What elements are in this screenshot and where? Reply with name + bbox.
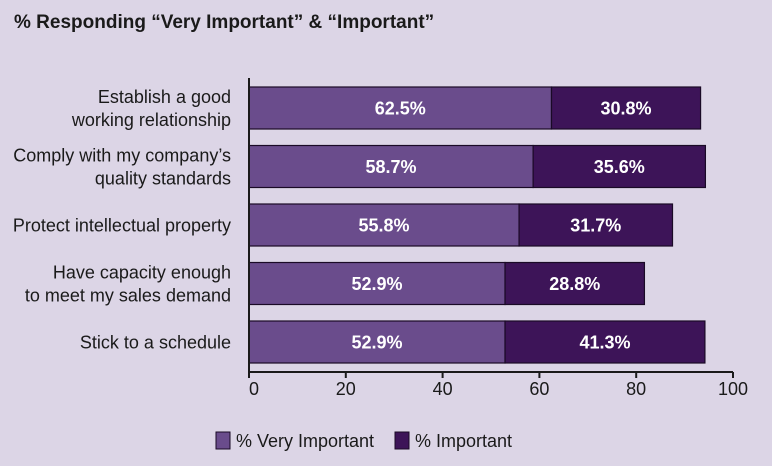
category-label-4-line-0: Stick to a schedule	[80, 333, 231, 353]
category-label-2-line-0: Protect intellectual property	[13, 216, 231, 236]
category-label-1-line-0: Comply with my company’s	[13, 146, 231, 166]
bar-very-important-2	[248, 203, 520, 247]
x-tick-label-3: 60	[529, 379, 549, 399]
x-tick-label-1: 20	[336, 379, 356, 399]
legend-swatch-very-important	[215, 431, 231, 450]
legend-swatch-important	[394, 431, 410, 450]
x-tick-label-5: 100	[718, 379, 748, 399]
data-label-important-3: 28.8%	[549, 274, 600, 294]
bar-very-important-1	[248, 144, 534, 189]
category-label-0-line-1: working relationship	[71, 110, 231, 130]
x-tick-label-2: 40	[433, 379, 453, 399]
data-label-very-important-3: 52.9%	[351, 274, 402, 294]
data-label-important-2: 31.7%	[570, 216, 621, 236]
plot-area: 62.5% 30.8% Establish a good working relati…	[13, 78, 748, 399]
bar-important-4	[504, 320, 706, 364]
legend: % Very Important % Important	[215, 431, 512, 451]
data-label-important-4: 41.3%	[579, 333, 630, 353]
data-label-very-important-2: 55.8%	[359, 216, 410, 236]
category-label-3-line-0: Have capacity enough	[53, 263, 231, 283]
category-label-1-line-1: quality standards	[95, 169, 231, 189]
data-label-very-important-4: 52.9%	[351, 333, 402, 353]
bar-important-0	[550, 86, 702, 130]
category-label-0-line-0: Establish a good	[98, 87, 231, 107]
legend-label-very-important: % Very Important	[236, 431, 374, 451]
data-label-very-important-0: 62.5%	[375, 99, 426, 119]
bar-important-2	[518, 203, 674, 247]
bar-important-1	[532, 144, 707, 189]
data-label-very-important-1: 58.7%	[366, 157, 417, 177]
bar-very-important-3	[248, 261, 506, 306]
data-label-important-0: 30.8%	[601, 99, 652, 119]
chart-title: % Responding “Very Important” & “Importa…	[14, 12, 434, 33]
x-tick-label-0: 0	[249, 379, 259, 399]
legend-label-important: % Important	[415, 431, 512, 451]
bar-very-important-0	[248, 86, 553, 130]
category-label-3-line-1: to meet my sales demand	[25, 286, 231, 306]
bar-important-3	[504, 261, 646, 306]
x-tick-label-4: 80	[626, 379, 646, 399]
data-label-important-1: 35.6%	[594, 157, 645, 177]
